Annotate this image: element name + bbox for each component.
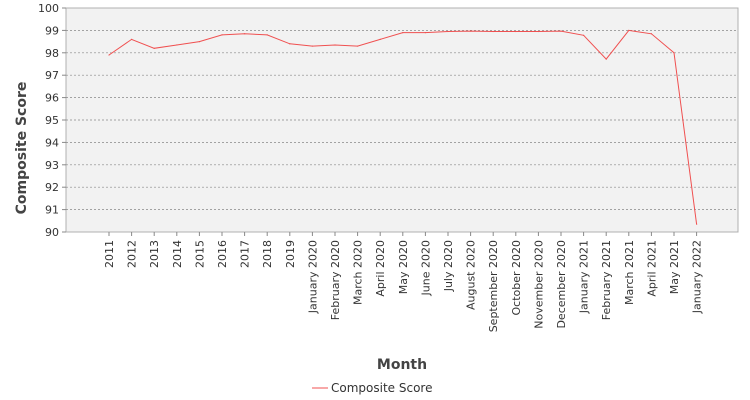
data-point [244, 33, 246, 35]
data-point [198, 41, 200, 43]
data-point [628, 29, 630, 31]
data-point [153, 47, 155, 49]
y-tick-label: 100 [38, 2, 59, 15]
x-tick-label: January 2022 [691, 240, 704, 314]
data-point [537, 30, 540, 33]
data-point [357, 45, 359, 47]
data-point [515, 30, 517, 33]
x-tick-label: 2016 [216, 240, 229, 268]
y-tick-label: 95 [45, 114, 59, 127]
x-tick-label: 2019 [284, 240, 297, 268]
series-layer [108, 29, 698, 225]
plot-area [65, 7, 739, 233]
y-tick-label: 91 [45, 204, 59, 217]
y-tick-label: 94 [45, 136, 59, 149]
y-tick-label: 90 [45, 226, 59, 239]
x-tick-label: July 2020 [442, 240, 455, 292]
data-point [424, 32, 426, 34]
x-tick-label: May 2020 [397, 240, 410, 294]
x-tick-label: September 2020 [487, 240, 500, 332]
y-tick-label: 92 [45, 181, 59, 194]
data-point [108, 54, 110, 56]
data-point [402, 32, 404, 34]
data-point [447, 30, 449, 33]
x-tick-label: 2011 [103, 240, 116, 268]
x-tick-label: August 2020 [465, 240, 478, 310]
y-tick-label: 99 [45, 24, 59, 37]
x-tick-label: March 2020 [352, 240, 365, 305]
data-point [131, 38, 133, 40]
data-point [583, 34, 585, 36]
x-axis-title: Month [377, 357, 427, 373]
data-point [334, 44, 336, 46]
data-point [696, 223, 698, 225]
x-tick-label: February 2021 [600, 240, 613, 320]
data-point [379, 38, 381, 40]
x-axis-ticks: 2011 2012 2013 2014 2015 2016 2017 2018 2019 Janu… [103, 232, 704, 332]
y-tick-label: 97 [45, 69, 59, 82]
x-tick-label: June 2020 [419, 240, 432, 296]
x-tick-label: April 2020 [374, 240, 387, 297]
x-tick-label: April 2021 [645, 240, 658, 297]
data-point [673, 52, 675, 54]
x-tick-label: 2015 [193, 240, 206, 268]
x-tick-label: December 2020 [555, 240, 568, 329]
data-point [492, 30, 494, 33]
data-point [176, 44, 178, 46]
data-point [221, 34, 223, 36]
x-tick-label: 2018 [261, 240, 274, 268]
x-tick-label: 2017 [239, 240, 252, 268]
x-tick-label: May 2021 [668, 240, 681, 294]
y-tick-label: 98 [45, 47, 59, 60]
y-tick-label: 96 [45, 92, 59, 105]
y-axis-title: Composite Score [14, 82, 30, 215]
x-tick-label: 2013 [148, 240, 161, 268]
data-point [650, 33, 653, 35]
x-tick-label: 2014 [171, 240, 184, 268]
y-tick-label: 93 [45, 159, 59, 172]
data-point [311, 45, 313, 47]
x-tick-label: 2012 [126, 240, 139, 268]
x-tick-label: January 2020 [306, 240, 319, 314]
data-point [470, 30, 472, 32]
data-point [289, 43, 291, 45]
data-point [266, 34, 268, 36]
x-tick-label: March 2021 [623, 240, 636, 305]
x-tick-label: October 2020 [510, 240, 523, 316]
x-tick-label: January 2021 [578, 240, 591, 314]
data-point [605, 58, 607, 60]
x-tick-label: November 2020 [532, 240, 545, 329]
y-axis-ticks: 90 91 92 93 94 95 96 97 98 99 100 [38, 2, 66, 239]
legend-label: Composite Score [331, 381, 432, 395]
data-point [560, 30, 562, 32]
legend: Composite Score [312, 381, 432, 395]
x-tick-label: February 2020 [329, 240, 342, 320]
